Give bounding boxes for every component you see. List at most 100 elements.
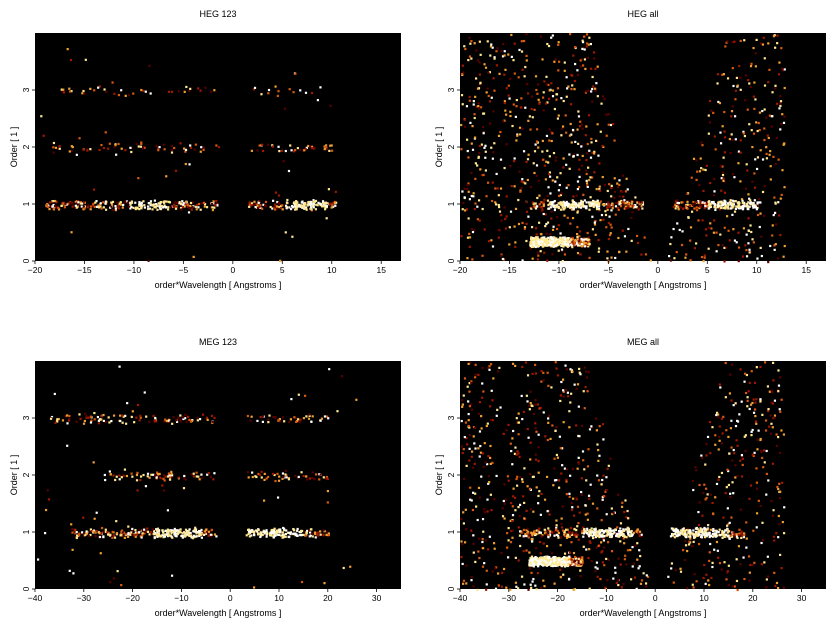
heatmap-cell [553,457,556,460]
heatmap-cell [568,495,571,498]
heatmap-cell [272,472,275,476]
heatmap-cell [295,200,298,203]
heatmap-cell [148,207,151,210]
heatmap-cell [732,205,735,208]
heatmap-cell [131,475,134,478]
heatmap-cell [276,496,280,499]
heatmap-cell [594,67,597,70]
heatmap-cell [271,145,275,148]
heatmap-cell [751,453,754,456]
heatmap-cell [124,533,127,536]
heatmap-cell [747,242,750,245]
heatmap-cell [470,576,473,579]
heatmap-cell [712,527,715,531]
heatmap-cell [489,54,492,57]
heatmap-cell [324,144,328,147]
heatmap-cell [554,528,558,531]
heatmap-cell [64,202,67,205]
heatmap-cell [676,201,679,205]
heatmap-cell [685,203,688,207]
heatmap-cell [573,533,577,536]
heatmap-cell [765,493,768,496]
heatmap-cell [324,145,327,148]
heatmap-cell [572,153,575,156]
heatmap-cell [592,536,595,540]
heatmap-cell [726,528,729,531]
heatmap-cell [101,530,105,534]
heatmap-cell [481,538,484,541]
heatmap-cell [597,247,601,250]
heatmap-cell [627,202,630,205]
heatmap-cell [189,531,192,535]
heatmap-cell [599,578,602,581]
heatmap-cell [552,201,555,204]
heatmap-cell [627,533,630,536]
heatmap-cell [715,413,718,417]
heatmap-cell [499,406,502,409]
heatmap-cell [75,536,78,540]
heatmap-cell [175,420,179,423]
heatmap-cell [499,130,502,134]
heatmap-cell [130,201,134,204]
heatmap-cell [189,420,193,423]
heatmap-cell [714,533,717,536]
heatmap-cell [531,534,534,537]
heatmap-cell [559,399,562,403]
heatmap-cell [148,64,151,67]
heatmap-cell [555,524,558,527]
heatmap-cell [48,201,52,204]
heatmap-cell [605,513,608,516]
heatmap-cell [310,206,313,209]
heatmap-cell [604,490,607,493]
heatmap-cell [704,529,707,532]
x-tick-label: 5 [280,265,285,275]
heatmap-cell [770,125,773,128]
heatmap-cell [211,421,214,424]
heatmap-cell [733,210,737,213]
heatmap-cell [771,361,775,365]
heatmap-cell [718,562,722,565]
heatmap-cell [594,570,597,573]
heatmap-cell [570,369,574,372]
heatmap-cell [149,202,152,205]
heatmap-cell [170,90,174,93]
heatmap-cell [329,144,332,147]
heatmap-cell [81,202,84,205]
heatmap-cell [527,588,530,591]
heatmap-cell [472,542,475,545]
heatmap-cell [765,152,768,156]
heatmap-cell [753,408,757,411]
heatmap-cell [686,207,689,210]
heatmap-cell [637,530,640,533]
heatmap-cell [783,186,786,189]
heatmap-cell [467,400,470,403]
heatmap-pixels [460,33,786,264]
heatmap-cell [538,205,541,209]
heatmap-cell [530,236,533,239]
heatmap-cell [588,243,591,246]
heatmap-cell [697,523,701,527]
heatmap-cell [559,394,562,397]
heatmap-cell [747,217,750,220]
heatmap-cell [292,91,295,94]
heatmap-cell [334,204,337,207]
heatmap-cell [543,80,546,83]
heatmap-cell [692,586,695,589]
heatmap-cell [314,536,317,539]
heatmap-cell [496,47,499,50]
heatmap-cell [724,529,727,532]
heatmap-cell [196,416,199,420]
heatmap-cell [55,200,58,204]
heatmap-cell [183,533,186,537]
y-tick-label: 2 [446,144,456,149]
heatmap-cell [178,203,181,206]
heatmap-cell [623,558,626,561]
heatmap-cell [498,366,501,370]
heatmap-cell [544,435,547,438]
heatmap-cell [679,206,682,209]
heatmap-cell [465,582,468,585]
heatmap-cell [78,203,81,206]
heatmap-cell [155,534,158,537]
heatmap-cell [588,534,591,538]
heatmap-cell [497,194,500,197]
